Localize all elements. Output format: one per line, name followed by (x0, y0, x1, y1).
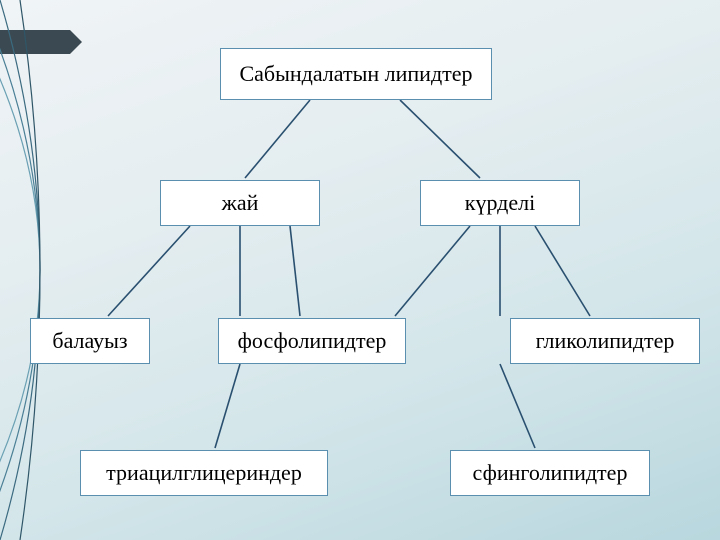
edge-0 (245, 100, 310, 178)
slide-canvas: Сабындалатын липидтер жай күрделі балауыз фо… (0, 0, 720, 540)
node-label-triacyl: триацилглицериндер (106, 460, 302, 486)
node-glyco: гликолипидтер (510, 318, 700, 364)
edge-5 (395, 226, 470, 316)
node-triacyl: триацилглицериндер (80, 450, 328, 496)
node-complex: күрделі (420, 180, 580, 226)
node-label-sphingo: сфинголипидтер (473, 460, 628, 486)
edge-7 (535, 226, 590, 316)
node-simple: жай (160, 180, 320, 226)
node-label-glyco: гликолипидтер (536, 328, 675, 354)
edge-1 (400, 100, 480, 178)
node-label-complex: күрделі (465, 190, 535, 216)
node-root: Сабындалатын липидтер (220, 48, 492, 100)
node-wax: балауыз (30, 318, 150, 364)
node-label-root: Сабындалатын липидтер (239, 61, 472, 87)
edge-9 (500, 364, 535, 448)
node-label-phospho: фосфолипидтер (238, 328, 387, 354)
node-phospho: фосфолипидтер (218, 318, 406, 364)
node-sphingo: сфинголипидтер (450, 450, 650, 496)
edge-2 (108, 226, 190, 316)
edge-8 (215, 364, 240, 448)
edge-4 (290, 226, 300, 316)
node-label-wax: балауыз (52, 328, 127, 354)
decoration-chevron (70, 30, 82, 54)
node-label-simple: жай (222, 190, 259, 216)
decoration-bar (0, 30, 70, 54)
